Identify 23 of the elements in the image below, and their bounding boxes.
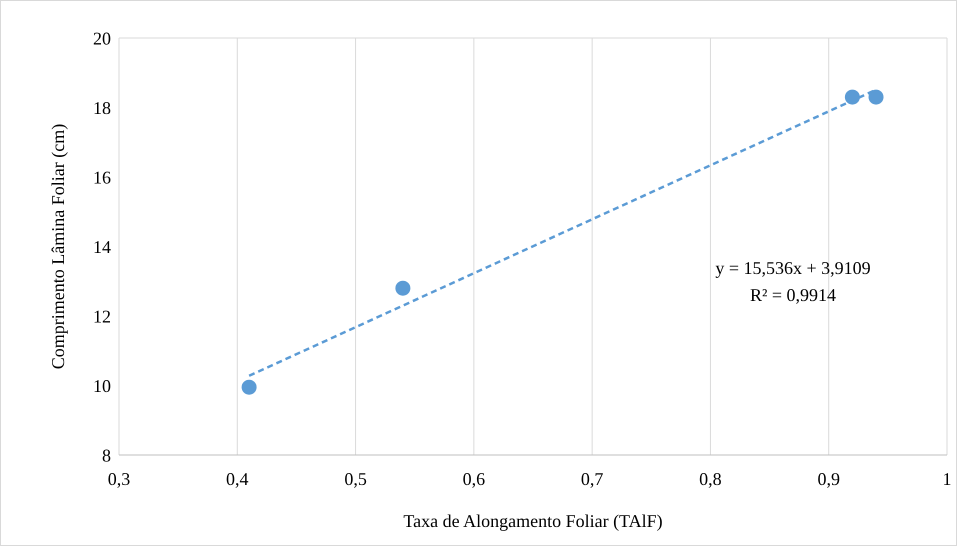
point <box>868 90 884 105</box>
x-tick-label: 0,7 <box>580 469 604 489</box>
y-tick-label: 16 <box>93 167 111 188</box>
y-tick-label: 10 <box>93 376 111 396</box>
annotation: R² = 0,9914 <box>750 285 836 305</box>
point <box>844 90 860 105</box>
x-tick-label: 0,9 <box>817 469 840 489</box>
x-tick-label: 0,8 <box>699 469 722 489</box>
y-tick-label: 8 <box>102 445 111 466</box>
y-tick-label: 14 <box>93 236 111 257</box>
y-tick-label: 18 <box>93 98 111 118</box>
y-tick-label: 20 <box>93 28 111 48</box>
point <box>242 380 257 395</box>
y-tick-label: 12 <box>93 306 111 326</box>
x-tick-label: 0,4 <box>226 469 249 489</box>
x-tick-label: 0,6 <box>462 469 486 489</box>
y-axis-title: Comprimento Lâmina Foliar (cm) <box>48 124 68 370</box>
x-tick-label: 0,5 <box>344 469 367 489</box>
x-tick-label: 1 <box>942 469 952 489</box>
annotation: y = 15,536x + 3,9109 <box>715 258 871 278</box>
x-axis-title: Taxa de Alongamento Foliar (TAlF) <box>403 511 663 531</box>
point <box>395 280 410 296</box>
x-tick-label: 0,3 <box>108 469 130 489</box>
